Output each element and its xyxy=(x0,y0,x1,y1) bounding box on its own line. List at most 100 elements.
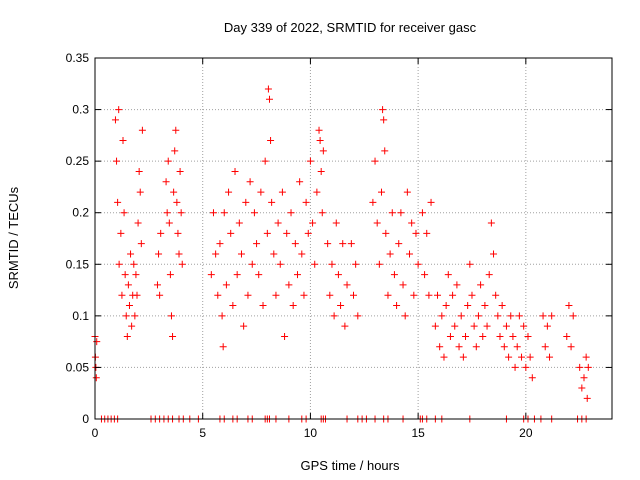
data-point xyxy=(584,363,592,371)
data-point xyxy=(293,271,301,279)
data-point xyxy=(120,209,128,217)
data-point xyxy=(425,291,433,299)
data-point xyxy=(127,250,135,258)
data-points xyxy=(91,85,592,423)
data-point xyxy=(220,209,228,217)
data-point xyxy=(515,312,523,320)
data-point xyxy=(414,260,422,268)
data-point xyxy=(173,198,181,206)
data-point xyxy=(261,157,269,165)
data-point xyxy=(401,312,409,320)
data-point xyxy=(176,167,184,175)
data-point xyxy=(163,209,171,217)
data-point xyxy=(156,291,164,299)
y-tick-label: 0.05 xyxy=(66,360,90,374)
data-point xyxy=(337,302,345,310)
data-point xyxy=(111,116,119,124)
data-point xyxy=(434,291,442,299)
data-point xyxy=(135,167,143,175)
data-point xyxy=(582,353,590,361)
data-point xyxy=(177,209,185,217)
data-point xyxy=(219,343,227,351)
data-point xyxy=(248,260,256,268)
data-point xyxy=(302,198,310,206)
data-point xyxy=(92,374,100,382)
y-tick-label: 0.25 xyxy=(66,154,90,168)
data-point xyxy=(464,302,472,310)
data-point xyxy=(578,384,586,392)
data-point xyxy=(263,229,271,237)
data-point xyxy=(268,198,276,206)
data-point xyxy=(330,312,338,320)
data-point xyxy=(169,332,177,340)
data-point xyxy=(449,291,457,299)
data-point xyxy=(350,291,357,299)
data-point xyxy=(229,302,237,310)
data-point xyxy=(267,137,275,145)
data-point xyxy=(222,281,230,289)
data-point xyxy=(171,147,179,155)
y-tick-label: 0.3 xyxy=(72,103,89,117)
data-point xyxy=(382,229,390,237)
data-point xyxy=(216,240,224,248)
data-point xyxy=(483,322,491,330)
data-point xyxy=(138,126,146,134)
data-point xyxy=(233,271,241,279)
data-point xyxy=(304,229,312,237)
data-point xyxy=(453,281,461,289)
data-point xyxy=(379,106,387,114)
data-point xyxy=(318,209,326,217)
data-point xyxy=(505,353,513,361)
data-point xyxy=(272,291,280,299)
data-point xyxy=(227,229,235,237)
data-point xyxy=(393,302,401,310)
data-point xyxy=(162,178,170,186)
data-point xyxy=(235,219,243,227)
data-point xyxy=(264,85,272,93)
data-point xyxy=(455,343,463,351)
data-point xyxy=(496,332,504,340)
data-point xyxy=(166,271,174,279)
data-point xyxy=(410,291,418,299)
data-point xyxy=(121,271,129,279)
x-tick-label: 5 xyxy=(199,426,206,440)
data-point xyxy=(485,271,493,279)
data-point xyxy=(381,147,389,155)
data-point xyxy=(507,312,515,320)
data-point xyxy=(431,322,439,330)
data-point xyxy=(511,363,519,371)
data-point xyxy=(384,291,392,299)
y-tick-label: 0.1 xyxy=(72,309,89,323)
data-point xyxy=(518,353,526,361)
data-point xyxy=(316,137,324,145)
data-point xyxy=(265,95,273,103)
data-point xyxy=(231,167,239,175)
data-point xyxy=(155,250,163,258)
y-tick-label: 0.2 xyxy=(72,206,89,220)
data-point xyxy=(490,250,498,258)
data-point xyxy=(270,250,278,258)
data-point xyxy=(328,260,336,268)
data-point xyxy=(315,126,323,134)
data-point xyxy=(306,157,314,165)
data-point xyxy=(157,229,165,237)
data-point xyxy=(93,338,101,346)
data-point xyxy=(117,229,125,237)
data-point xyxy=(255,271,263,279)
data-point xyxy=(427,198,435,206)
data-point xyxy=(287,209,295,217)
data-point xyxy=(118,291,126,299)
data-point xyxy=(283,229,291,237)
data-point xyxy=(134,219,142,227)
data-point xyxy=(470,322,478,330)
data-point xyxy=(421,271,429,279)
data-point xyxy=(423,229,431,237)
data-point xyxy=(500,343,508,351)
data-point xyxy=(388,209,396,217)
data-point xyxy=(214,291,222,299)
data-point xyxy=(380,116,388,124)
data-point xyxy=(565,302,573,310)
data-point xyxy=(524,332,532,340)
data-point xyxy=(386,250,394,258)
